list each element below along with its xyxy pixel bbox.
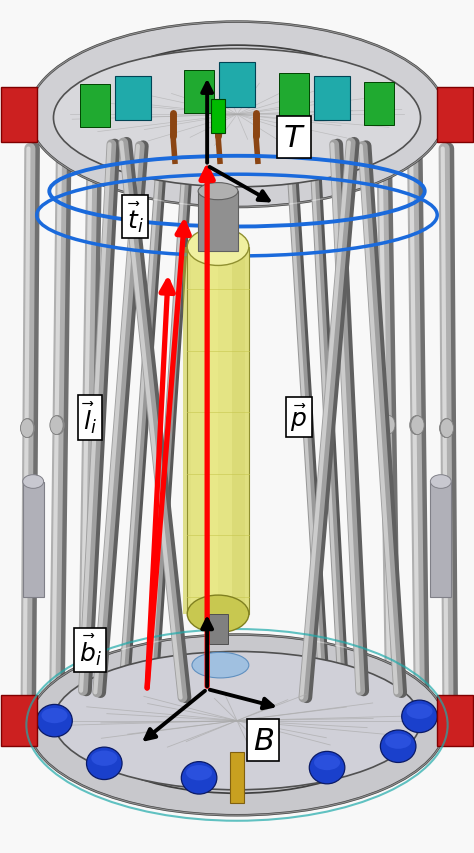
Ellipse shape bbox=[440, 419, 454, 438]
Ellipse shape bbox=[54, 652, 420, 790]
Bar bbox=[198, 192, 238, 252]
Ellipse shape bbox=[385, 734, 411, 749]
Ellipse shape bbox=[410, 416, 423, 435]
Ellipse shape bbox=[380, 730, 416, 763]
Text: $\vec{p}$: $\vec{p}$ bbox=[290, 403, 307, 433]
Ellipse shape bbox=[309, 751, 345, 784]
Bar bbox=[218, 247, 232, 614]
Ellipse shape bbox=[198, 183, 238, 200]
Ellipse shape bbox=[50, 416, 63, 435]
Ellipse shape bbox=[186, 765, 212, 780]
Ellipse shape bbox=[187, 595, 249, 633]
Bar bbox=[364, 83, 394, 125]
Bar bbox=[219, 63, 255, 107]
Text: $\vec{b}_i$: $\vec{b}_i$ bbox=[79, 632, 101, 668]
Ellipse shape bbox=[51, 416, 64, 435]
Ellipse shape bbox=[37, 705, 72, 737]
Bar bbox=[23, 482, 44, 597]
Bar bbox=[1, 88, 37, 143]
Bar bbox=[232, 247, 245, 614]
Ellipse shape bbox=[21, 419, 35, 438]
Ellipse shape bbox=[382, 415, 395, 434]
Bar bbox=[184, 71, 214, 113]
Bar bbox=[115, 77, 151, 121]
Ellipse shape bbox=[54, 49, 420, 188]
Text: $\vec{l}_i$: $\vec{l}_i$ bbox=[82, 400, 98, 436]
Ellipse shape bbox=[381, 415, 394, 434]
Ellipse shape bbox=[402, 700, 437, 733]
Ellipse shape bbox=[411, 416, 424, 435]
Ellipse shape bbox=[23, 475, 44, 489]
Ellipse shape bbox=[192, 653, 249, 678]
Text: $T$: $T$ bbox=[283, 123, 305, 154]
Ellipse shape bbox=[406, 704, 432, 719]
Ellipse shape bbox=[430, 475, 451, 489]
Ellipse shape bbox=[28, 635, 446, 815]
Bar bbox=[437, 88, 473, 143]
Bar bbox=[80, 85, 110, 128]
Bar bbox=[430, 482, 451, 597]
Bar bbox=[437, 695, 473, 746]
Polygon shape bbox=[183, 247, 187, 614]
Ellipse shape bbox=[28, 22, 446, 208]
Ellipse shape bbox=[21, 419, 34, 438]
Text: $\vec{t}_i$: $\vec{t}_i$ bbox=[127, 200, 144, 235]
Bar bbox=[279, 74, 309, 117]
Bar bbox=[211, 100, 225, 134]
Bar bbox=[314, 77, 350, 121]
Ellipse shape bbox=[79, 415, 92, 434]
Ellipse shape bbox=[82, 46, 392, 184]
Bar bbox=[209, 614, 228, 644]
Bar bbox=[191, 247, 204, 614]
Ellipse shape bbox=[20, 419, 34, 438]
Bar bbox=[1, 695, 37, 746]
Ellipse shape bbox=[86, 747, 122, 780]
Ellipse shape bbox=[79, 657, 395, 793]
Ellipse shape bbox=[80, 415, 93, 434]
Ellipse shape bbox=[181, 762, 217, 794]
Ellipse shape bbox=[187, 229, 249, 266]
Bar bbox=[204, 247, 218, 614]
Ellipse shape bbox=[314, 755, 340, 770]
Ellipse shape bbox=[42, 708, 68, 723]
Ellipse shape bbox=[91, 751, 117, 766]
Bar bbox=[187, 247, 249, 614]
Ellipse shape bbox=[439, 419, 453, 438]
Ellipse shape bbox=[50, 416, 64, 435]
Text: $B$: $B$ bbox=[253, 725, 273, 756]
Bar bbox=[230, 752, 244, 804]
Ellipse shape bbox=[380, 415, 393, 434]
Ellipse shape bbox=[81, 415, 94, 434]
Ellipse shape bbox=[440, 419, 453, 438]
Ellipse shape bbox=[410, 416, 424, 435]
